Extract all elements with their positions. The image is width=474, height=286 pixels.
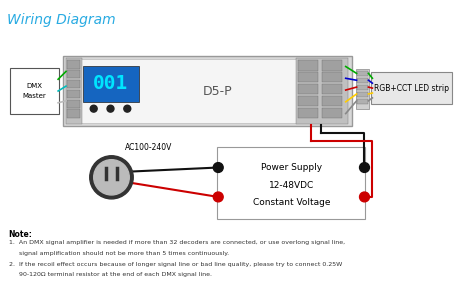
FancyBboxPatch shape bbox=[357, 78, 367, 83]
FancyBboxPatch shape bbox=[322, 60, 342, 71]
FancyBboxPatch shape bbox=[81, 59, 334, 123]
Text: Constant Voltage: Constant Voltage bbox=[253, 198, 330, 207]
FancyBboxPatch shape bbox=[357, 71, 367, 76]
Text: RGB+CCT LED strip: RGB+CCT LED strip bbox=[374, 84, 449, 93]
FancyBboxPatch shape bbox=[356, 69, 369, 109]
FancyBboxPatch shape bbox=[83, 65, 139, 102]
Circle shape bbox=[360, 163, 369, 172]
Text: Power Supply: Power Supply bbox=[261, 163, 322, 172]
FancyBboxPatch shape bbox=[322, 96, 342, 106]
FancyBboxPatch shape bbox=[67, 70, 80, 78]
Text: 1.  An DMX signal amplifier is needed if more than 32 decoders are connected, or: 1. An DMX signal amplifier is needed if … bbox=[9, 240, 345, 245]
FancyBboxPatch shape bbox=[63, 56, 352, 126]
FancyBboxPatch shape bbox=[298, 96, 318, 106]
FancyBboxPatch shape bbox=[67, 110, 80, 118]
FancyBboxPatch shape bbox=[357, 85, 367, 90]
Text: DMX: DMX bbox=[27, 83, 42, 89]
Text: AC100-240V: AC100-240V bbox=[125, 143, 173, 152]
Text: Wiring Diagram: Wiring Diagram bbox=[7, 13, 115, 27]
Text: 90-120Ω terminal resistor at the end of each DMX signal line.: 90-120Ω terminal resistor at the end of … bbox=[9, 273, 212, 277]
FancyBboxPatch shape bbox=[298, 108, 318, 118]
Text: 12-48VDC: 12-48VDC bbox=[269, 181, 314, 190]
Circle shape bbox=[213, 192, 223, 202]
FancyBboxPatch shape bbox=[296, 58, 348, 124]
FancyBboxPatch shape bbox=[298, 84, 318, 94]
FancyBboxPatch shape bbox=[9, 68, 59, 114]
Text: 001: 001 bbox=[93, 74, 128, 93]
Text: Note:: Note: bbox=[9, 230, 33, 239]
Circle shape bbox=[360, 192, 369, 202]
FancyBboxPatch shape bbox=[322, 84, 342, 94]
FancyBboxPatch shape bbox=[322, 108, 342, 118]
FancyBboxPatch shape bbox=[372, 72, 453, 104]
Circle shape bbox=[124, 105, 131, 112]
Text: 2.  If the recoil effect occurs because of longer signal line or bad line qualit: 2. If the recoil effect occurs because o… bbox=[9, 262, 342, 267]
Text: signal amplification should not be more than 5 times continuously.: signal amplification should not be more … bbox=[9, 251, 229, 256]
FancyBboxPatch shape bbox=[322, 72, 342, 82]
Circle shape bbox=[90, 156, 133, 199]
FancyBboxPatch shape bbox=[357, 99, 367, 104]
Circle shape bbox=[90, 105, 97, 112]
FancyBboxPatch shape bbox=[67, 60, 80, 69]
FancyBboxPatch shape bbox=[357, 92, 367, 97]
Circle shape bbox=[107, 105, 114, 112]
FancyBboxPatch shape bbox=[298, 60, 318, 71]
Circle shape bbox=[213, 163, 223, 172]
Text: Master: Master bbox=[23, 93, 46, 99]
FancyBboxPatch shape bbox=[67, 100, 80, 108]
Circle shape bbox=[94, 160, 129, 195]
FancyBboxPatch shape bbox=[217, 147, 365, 219]
FancyBboxPatch shape bbox=[298, 72, 318, 82]
FancyBboxPatch shape bbox=[67, 90, 80, 98]
Text: D5-P: D5-P bbox=[202, 85, 232, 98]
FancyBboxPatch shape bbox=[67, 80, 80, 88]
FancyBboxPatch shape bbox=[65, 58, 82, 124]
